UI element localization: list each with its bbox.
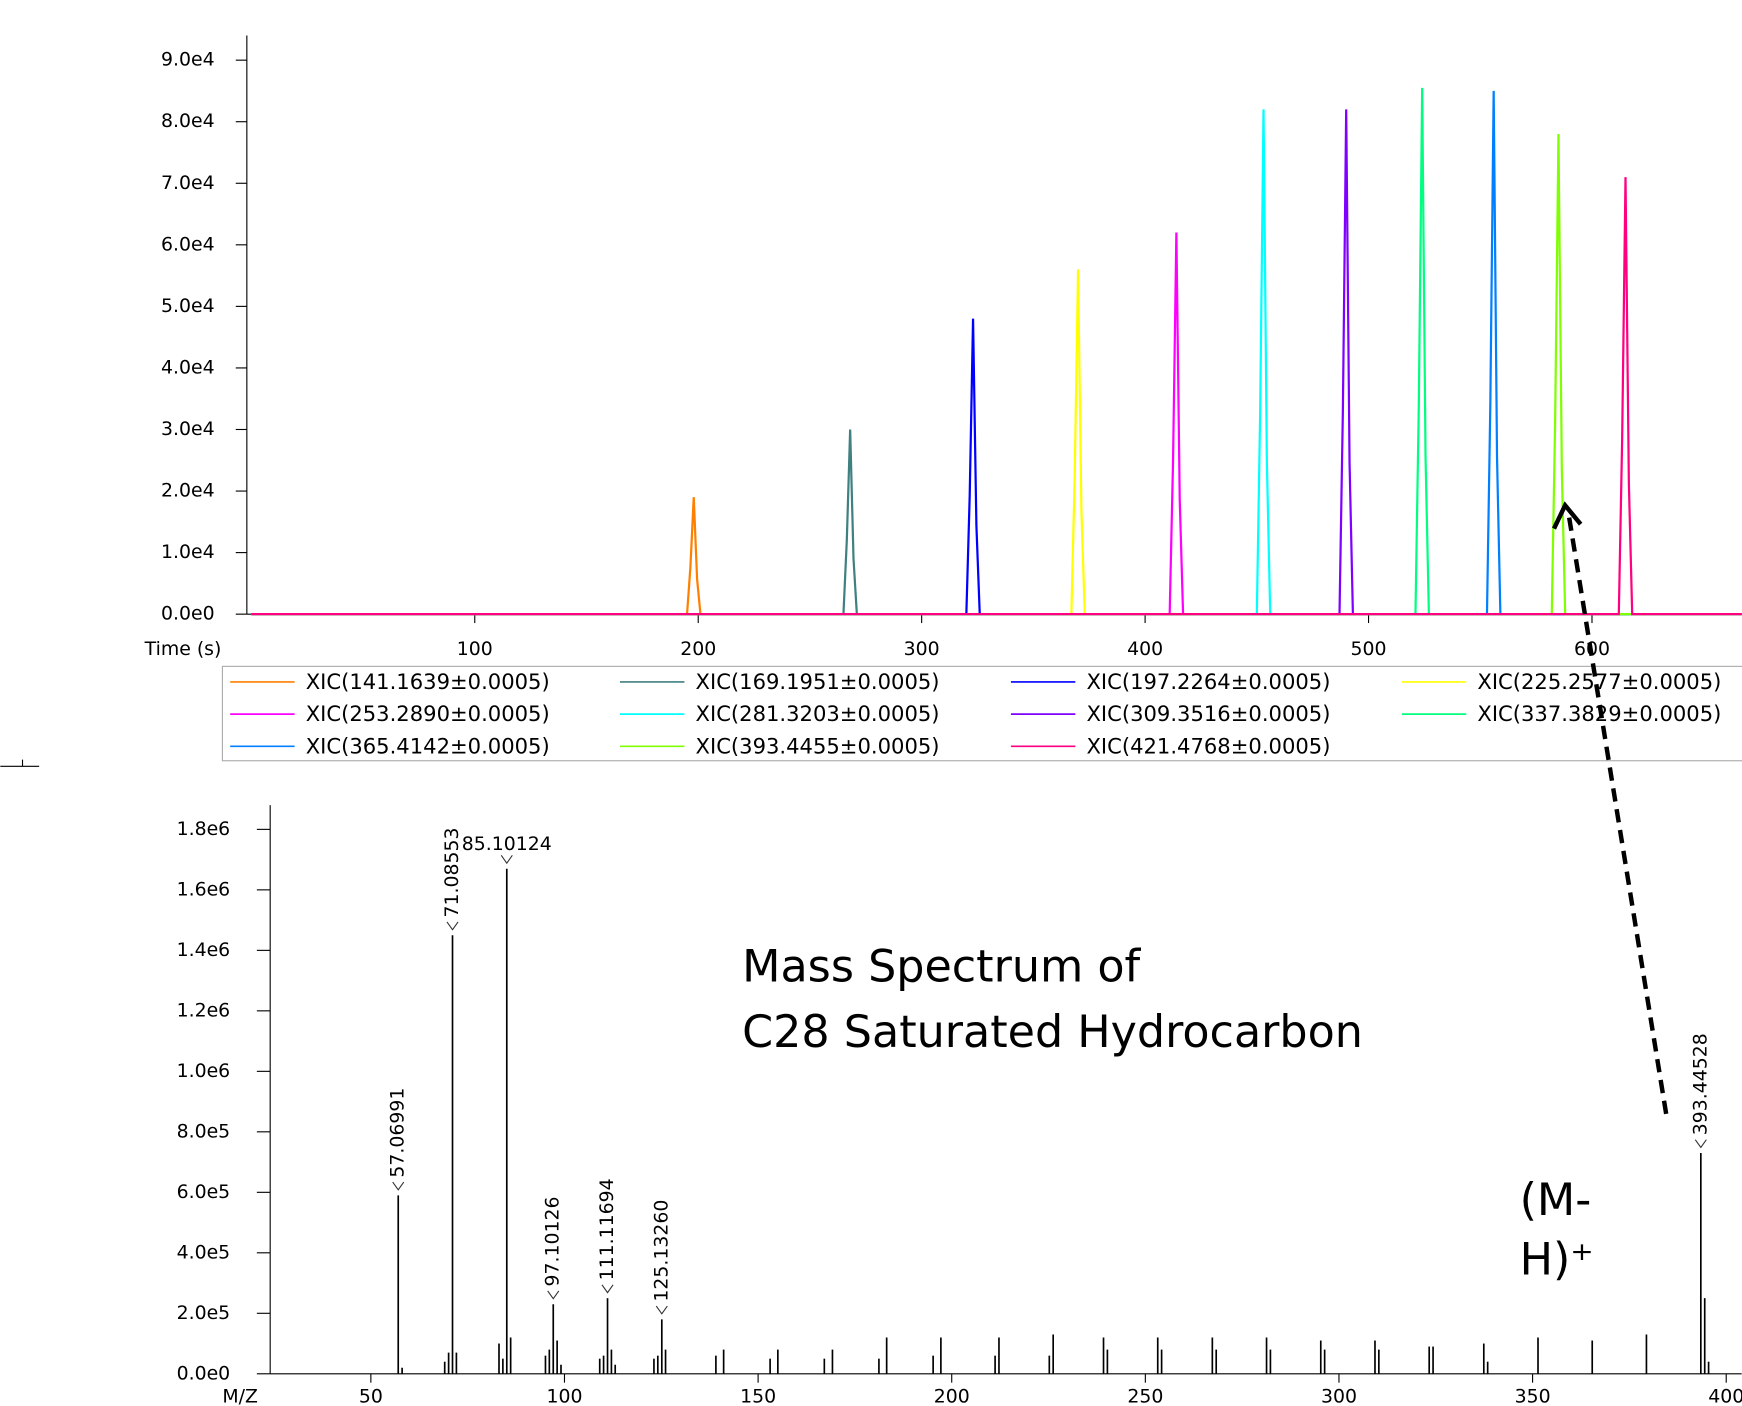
y-tick-label: 5.0e4 — [161, 295, 215, 317]
x-tick-label: 300 — [904, 638, 940, 660]
x-tick-label: 200 — [934, 1386, 970, 1406]
x-tick-label: 50 — [359, 1386, 383, 1406]
legend-label: XIC(141.1639±0.0005) — [306, 669, 550, 694]
y-tick-label: 9.0e4 — [161, 49, 215, 71]
legend-label: XIC(253.2890±0.0005) — [306, 701, 550, 726]
y-tick-label: 8.0e4 — [161, 110, 215, 132]
xic-line — [251, 429, 1742, 616]
peak-label: 85.10124 — [462, 833, 552, 855]
x-tick-label: 400 — [1127, 638, 1163, 660]
legend: XIC(141.1639±0.0005) XIC(169.1951±0.0005)… — [221, 665, 1742, 762]
y-tick-label: 1.0e4 — [161, 541, 215, 563]
x-tick-label: 150 — [740, 1386, 776, 1406]
x-tick-label: 100 — [546, 1386, 582, 1406]
x-axis-label: M/Z — [222, 1386, 258, 1406]
xic-line — [251, 134, 1742, 616]
y-tick-label: 3.0e4 — [161, 418, 215, 440]
legend-label: XIC(393.4455±0.0005) — [696, 733, 940, 758]
peak-label: 57.06991 — [387, 1088, 409, 1178]
annotation: H)⁺ — [1520, 1235, 1594, 1286]
arrow-line — [1566, 512, 1669, 1115]
y-tick-label: 1.4e6 — [177, 939, 231, 961]
peak-label: 97.10126 — [542, 1196, 564, 1286]
peak-caret — [655, 1305, 668, 1315]
y-tick-label: 8.0e5 — [177, 1120, 231, 1142]
legend-label: XIC(365.4142±0.0005) — [306, 733, 550, 758]
xic-line — [251, 109, 1742, 616]
peak-label: 71.08553 — [441, 827, 463, 917]
legend-label: XIC(281.3203±0.0005) — [696, 701, 940, 726]
y-tick-label: 1.6e6 — [177, 878, 231, 900]
legend-label: XIC(421.4768±0.0005) — [1086, 733, 1330, 758]
x-tick-label: 100 — [457, 638, 493, 660]
annotation: (M- — [1520, 1175, 1592, 1226]
legend-box — [221, 665, 1742, 762]
legend-label: XIC(169.1951±0.0005) — [696, 669, 940, 694]
y-tick-label: 7.0e4 — [161, 172, 215, 194]
legend-label: XIC(309.3516±0.0005) — [1086, 701, 1330, 726]
xic-line — [251, 109, 1742, 616]
peak-caret — [500, 855, 513, 865]
peak-caret — [446, 921, 459, 931]
xic-line — [251, 318, 1742, 616]
xic-line — [251, 87, 1742, 616]
y-tick-label: 0.0e0 — [161, 603, 215, 625]
peak-caret — [547, 1290, 560, 1300]
y-tick-label: 6.0e5 — [177, 1181, 231, 1203]
peak-caret — [392, 1181, 405, 1191]
y-tick-label: 1.2e6 — [177, 999, 231, 1021]
xic-line — [251, 177, 1742, 616]
peak-label: 111.11694 — [596, 1178, 618, 1280]
peak-label: 393.44528 — [1689, 1033, 1711, 1135]
x-tick-label: 250 — [1127, 1386, 1163, 1406]
annotation: Mass Spectrum of — [742, 942, 1141, 993]
xic-line — [251, 269, 1742, 616]
y-tick-label: 4.0e4 — [161, 356, 215, 378]
xic-line — [251, 90, 1742, 616]
y-tick-label: 2.0e5 — [177, 1302, 231, 1324]
xic-line — [251, 232, 1742, 616]
peak-caret — [1694, 1139, 1707, 1149]
annotation: C28 Saturated Hydrocarbon — [742, 1007, 1363, 1058]
peak-label: 125.13260 — [650, 1200, 672, 1302]
y-tick-label: 4.0e5 — [177, 1241, 231, 1263]
legend-label: XIC(197.2264±0.0005) — [1086, 669, 1330, 694]
y-tick-label: 6.0e4 — [161, 233, 215, 255]
arrow-head — [1552, 501, 1583, 530]
x-axis-label: Time (s) — [144, 638, 222, 660]
x-tick-label: 350 — [1515, 1386, 1551, 1406]
y-tick-label: 1.8e6 — [177, 818, 231, 840]
xic-line — [251, 497, 1742, 616]
x-tick-label: 200 — [680, 638, 716, 660]
y-tick-label: 2.0e4 — [161, 480, 215, 502]
y-tick-label: 0.0e0 — [177, 1362, 231, 1384]
x-tick-label: 500 — [1351, 638, 1387, 660]
x-tick-label: 400 — [1708, 1386, 1742, 1406]
x-tick-label: 300 — [1321, 1386, 1357, 1406]
artifact — [0, 759, 40, 767]
peak-caret — [601, 1284, 614, 1294]
y-tick-label: 1.0e6 — [177, 1060, 231, 1082]
